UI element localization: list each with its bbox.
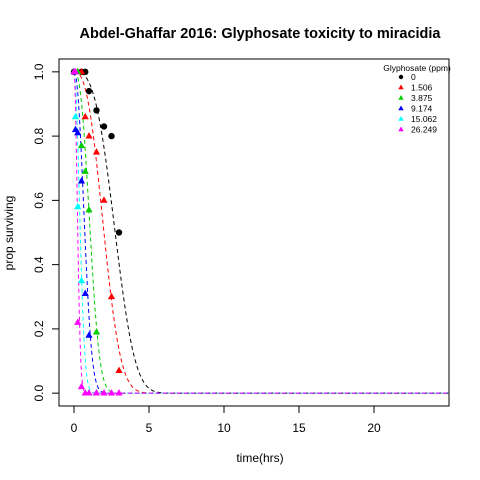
legend-marker [398,105,404,111]
data-point [107,389,116,396]
fit-curve-15.062 [73,71,449,394]
data-point [81,289,89,296]
data-point [85,87,93,95]
data-point [107,292,116,300]
y-tick-label: 0.0 [32,384,46,401]
x-axis-label: time(hrs) [236,451,283,465]
data-point [81,167,89,174]
fit-curve-1.506 [73,71,449,394]
y-tick-label: 0.8 [32,127,46,144]
x-tick-label: 15 [292,421,306,435]
legend-marker [398,74,404,80]
data-point [92,328,101,335]
legend-marker [398,126,404,132]
fit-curve-0 [74,71,449,394]
legend-label: 0 [411,72,416,82]
data-point [93,107,100,114]
data-point [100,389,108,396]
x-tick-label: 20 [367,421,381,435]
data-point [74,202,82,210]
data-point [71,67,80,75]
legend-title: Glyphosate (ppm) [383,63,451,73]
legend-marker [398,116,404,121]
data-point [71,112,80,120]
y-tick-label: 0.6 [32,192,46,209]
data-point [74,318,82,325]
data-point [100,123,108,130]
fit-curve-9.174 [73,71,449,394]
x-tick-label: 10 [217,421,231,435]
data-point [74,128,82,136]
legend-marker [398,95,404,100]
data-point [85,389,93,396]
data-point [77,177,86,184]
data-points [70,67,123,396]
data-point [115,229,123,236]
legend-label: 15.062 [411,114,437,124]
x-tick-label: 5 [146,421,153,435]
legend-marker [398,84,404,90]
fit-curves [73,71,449,394]
y-axis-label: prop surviving [2,196,16,271]
y-tick-label: 1.0 [32,63,46,80]
fit-curve-3.875 [73,71,449,394]
data-point [85,132,93,139]
x-tick-label: 0 [71,421,78,435]
data-point [77,382,86,390]
legend-label: 1.506 [411,83,433,93]
x-axis: 0 5 10 15 20 [71,405,381,435]
data-point [100,196,108,203]
legend-label: 26.249 [411,125,437,135]
data-point [92,389,101,396]
data-point [115,389,123,396]
legend-label: 3.875 [411,93,433,103]
chart-title: Abdel-Ghaffar 2016: Glyphosate toxicity … [80,26,442,42]
data-point [77,141,86,149]
legend-label: 9.174 [411,104,433,114]
data-point [115,366,123,374]
data-point [81,112,89,120]
y-tick-label: 0.2 [32,320,46,337]
data-point [108,132,115,140]
data-point [85,206,93,213]
y-tick-label: 0.4 [32,256,46,273]
fit-curve-26.249 [73,71,449,394]
data-point [92,148,101,155]
y-axis: 0.0 0.2 0.4 0.6 0.8 1.0 [32,63,60,401]
data-point [77,276,86,284]
legend: Glyphosate (ppm) 01.5063.8759.17415.0622… [383,63,451,135]
data-point [85,331,93,338]
